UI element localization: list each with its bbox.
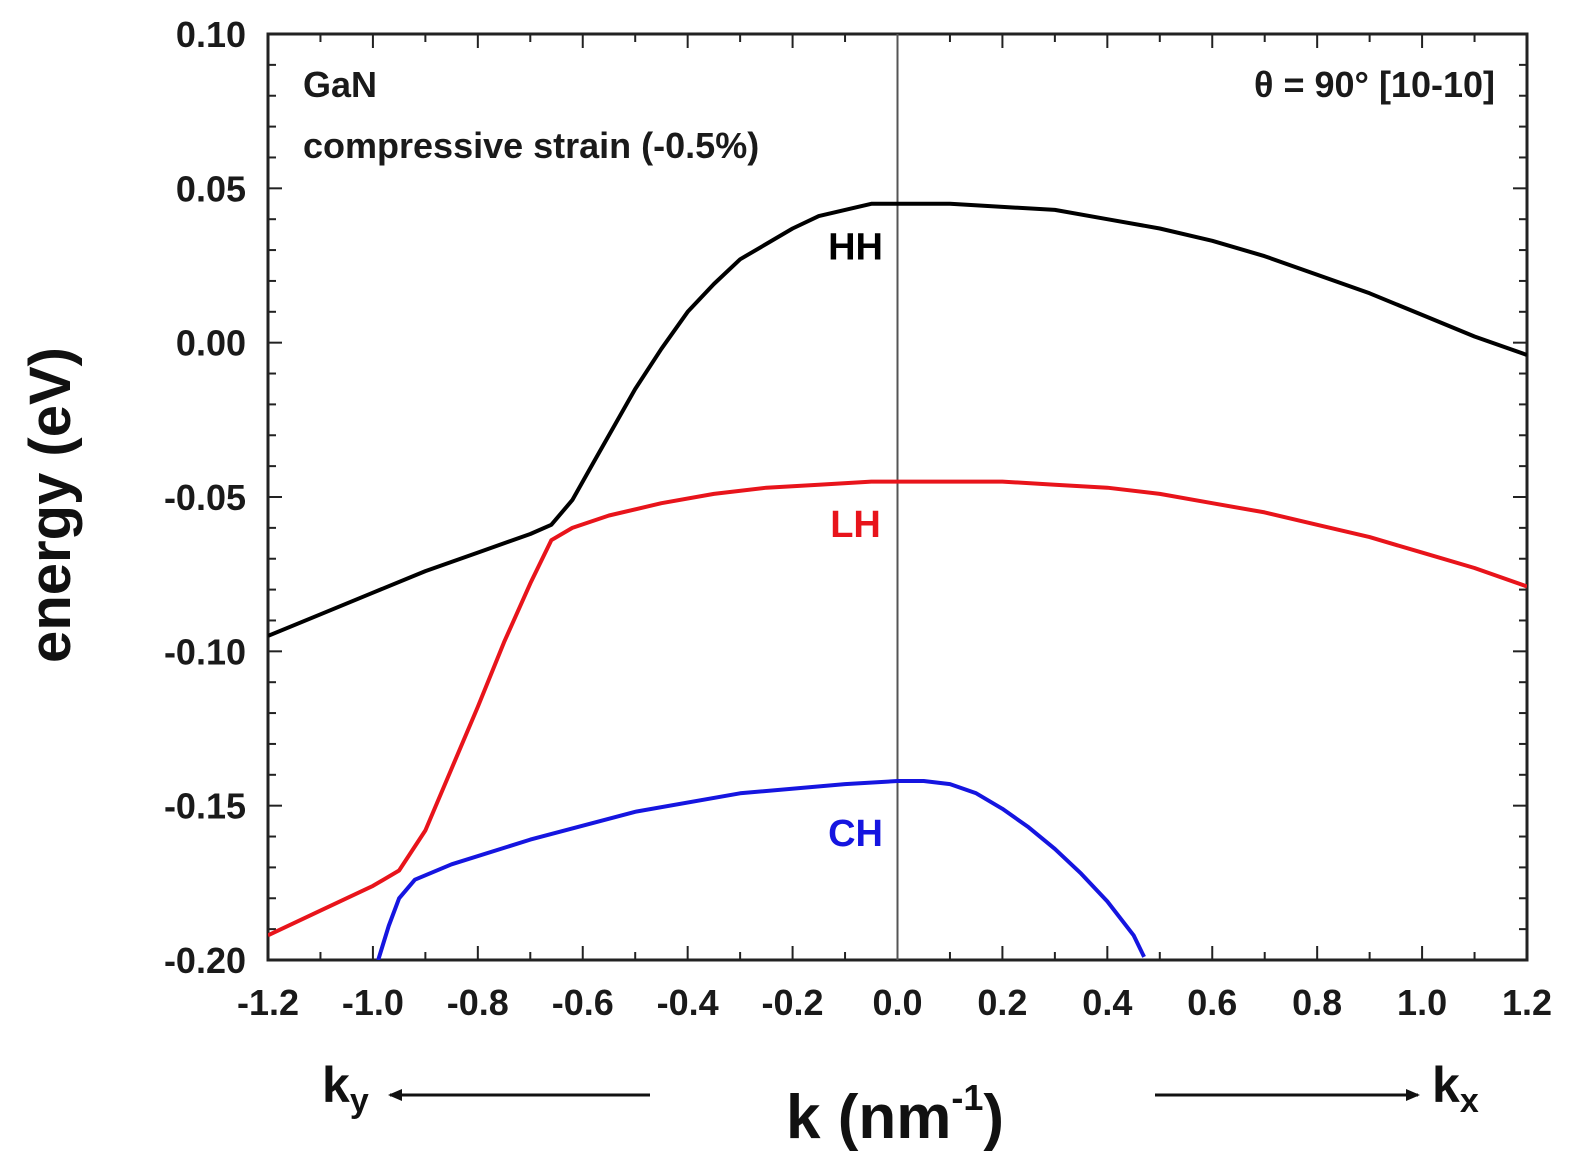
x-tick-label: -0.4 (657, 982, 719, 1023)
ky-direction-label: ky (322, 1057, 369, 1120)
y-tick-label: 0.05 (176, 168, 246, 209)
x-tick-label: -1.2 (237, 982, 299, 1023)
x-tick-label: 1.0 (1397, 982, 1447, 1023)
y-tick-label: 0.00 (176, 323, 246, 364)
x-tick-label: 0.8 (1292, 982, 1342, 1023)
material-annotation: GaN (303, 64, 377, 105)
x-tick-label: -1.0 (342, 982, 404, 1023)
x-tick-label: -0.2 (762, 982, 824, 1023)
curve-label-hh: HH (828, 226, 883, 268)
curve-hh (268, 201, 1527, 638)
band-labels: HH LH CH (828, 226, 883, 854)
axis-ticks (267, 33, 1528, 961)
x-tick-label: -0.6 (552, 982, 614, 1023)
x-tick-label: 0.4 (1082, 982, 1132, 1023)
y-axis-title: energy (eV) (18, 347, 83, 663)
curve-label-lh: LH (830, 504, 881, 546)
angle-annotation: θ = 90° [10-10] (1254, 64, 1495, 105)
y-tick-label: -0.10 (164, 631, 246, 672)
curve-label-ch: CH (828, 813, 883, 855)
curve-ch (376, 779, 1146, 960)
x-tick-label: 0.0 (872, 982, 922, 1023)
x-tick-label: 1.2 (1502, 982, 1552, 1023)
axis-tick-labels: -1.2 -1.0 -0.8 -0.6 -0.4 -0.2 0.0 0.2 0.4 0.6 0.8 1… (164, 14, 1552, 1023)
y-tick-label: -0.20 (164, 940, 246, 981)
x-tick-label: 0.6 (1187, 982, 1237, 1023)
curve-lh (268, 479, 1527, 938)
y-tick-label: -0.15 (164, 786, 246, 827)
y-tick-label: 0.10 (176, 14, 246, 55)
kx-direction-label: kx (1432, 1057, 1479, 1120)
x-tick-label: -0.8 (447, 982, 509, 1023)
x-axis-title: k (nm-1) (786, 1077, 1004, 1152)
band-curves (268, 201, 1527, 960)
x-tick-label: 0.2 (977, 982, 1027, 1023)
y-tick-label: -0.05 (164, 477, 246, 518)
strain-annotation: compressive strain (-0.5%) (303, 125, 759, 166)
